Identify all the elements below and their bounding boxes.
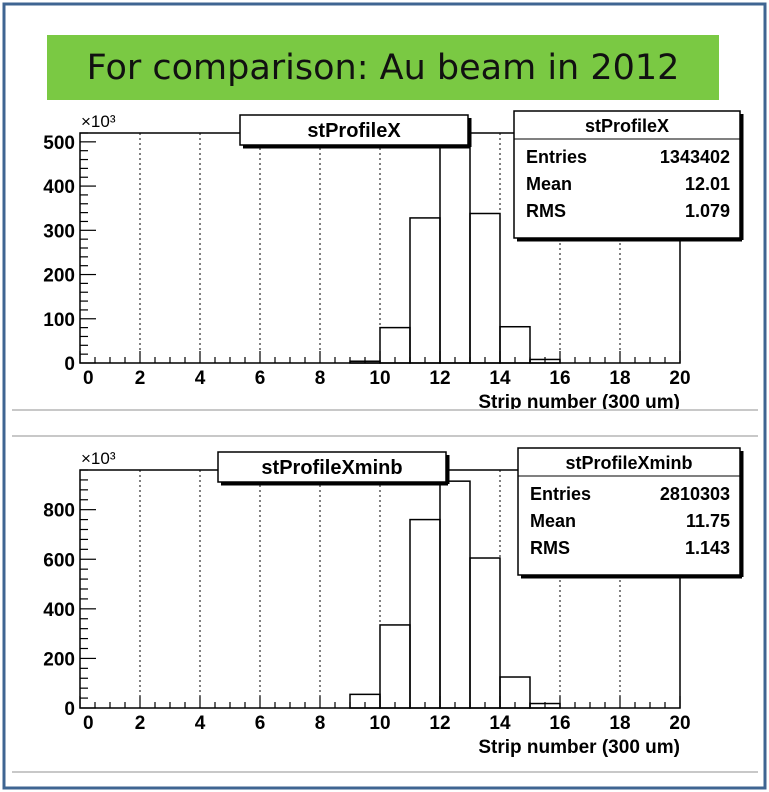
stats-value: 11.75 [686,511,730,531]
histogram-bar [469,212,501,364]
slide-title: For comparison: Au beam in 2012 [86,47,680,88]
stats-value: 1.079 [685,201,730,221]
x-tick-label: 20 [669,368,690,389]
stats-title: stProfileX [585,116,669,136]
x-tick-label: 20 [669,713,690,734]
stats-label: RMS [526,201,566,221]
histogram-bar [379,624,411,709]
histogram-bar [469,557,501,709]
stats-label: Entries [526,147,587,167]
y-tick-label: 300 [43,221,75,242]
histogram-panel-stprofilexminb: 0 2 4 6 8 10 12 14 16 18 200200400600800×10³Strip … [43,447,744,758]
x-tick-label: 10 [369,368,390,389]
stats-value: 2810303 [660,484,730,504]
x-tick-label: 14 [489,368,511,389]
stats-value: 1343402 [660,147,730,167]
x-tick-label: 14 [489,713,511,734]
stats-label: Mean [530,511,576,531]
y-tick-label: 500 [43,133,75,154]
y-tick-label: 400 [43,600,75,621]
histogram-bar [409,518,441,709]
x-tick-label: 0 [83,713,94,734]
y-multiplier-label: ×10³ [81,112,116,131]
title-box [239,114,469,146]
stats-box [513,110,741,239]
stats-value: 12.01 [685,174,730,194]
x-tick-label: 10 [369,713,390,734]
title-box [217,451,447,483]
y-tick-label: 400 [43,177,75,198]
x-tick-label: 2 [135,368,146,389]
histogram-bar [499,676,531,709]
x-axis-label: Strip number (300 um) [478,392,680,409]
stats-label: Entries [530,484,591,504]
x-tick-label: 2 [135,713,146,734]
x-tick-label: 12 [429,713,450,734]
histogram-bar [409,217,441,364]
x-tick-label: 8 [315,368,326,389]
histogram-title: stProfileXminb [261,457,402,479]
x-tick-label: 18 [609,713,630,734]
y-tick-label: 0 [64,699,75,720]
y-multiplier-label: ×10³ [81,449,116,468]
y-tick-label: 200 [43,649,75,670]
x-tick-label: 16 [549,368,570,389]
histogram-bar [439,142,471,364]
x-tick-label: 16 [549,713,570,734]
histogram-panel-stprofilex: 0 2 4 6 8 10 12 14 16 18 200100200300400500×10³Str… [43,110,744,409]
x-tick-label: 6 [255,713,266,734]
x-tick-label: 4 [195,713,206,734]
x-tick-label: 18 [609,368,630,389]
stats-label: RMS [530,538,570,558]
x-tick-label: 4 [195,368,206,389]
y-tick-label: 600 [43,550,75,571]
histogram-title: stProfileX [307,120,401,142]
histogram-bar [439,480,471,709]
x-tick-label: 12 [429,368,450,389]
stats-title: stProfileXminb [565,453,692,473]
stats-box [517,447,741,576]
x-tick-label: 6 [255,368,266,389]
histogram-bar [499,325,531,364]
histogram-bar [529,702,561,709]
y-tick-label: 200 [43,266,75,287]
y-tick-label: 100 [43,310,75,331]
y-tick-label: 0 [64,354,75,375]
histogram-bar [529,358,561,364]
stats-value: 1.143 [685,538,730,558]
x-axis-label: Strip number (300 um) [478,737,680,758]
y-tick-label: 800 [43,501,75,522]
x-tick-label: 0 [83,368,94,389]
stats-label: Mean [526,174,572,194]
x-tick-label: 8 [315,713,326,734]
banner-background [47,35,719,100]
